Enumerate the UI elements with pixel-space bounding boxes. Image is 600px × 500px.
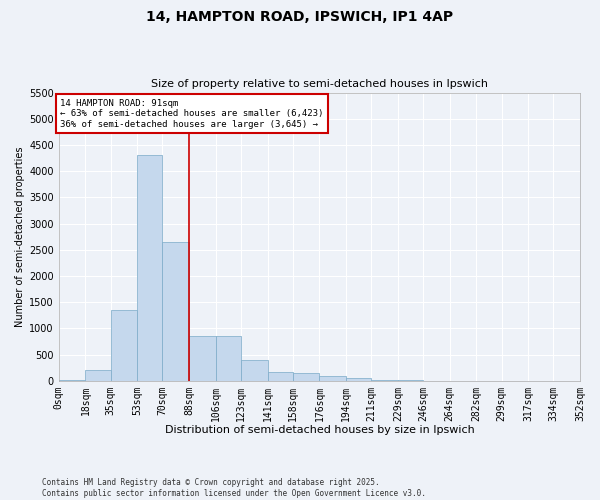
Bar: [319, 376, 346, 380]
Bar: [110, 310, 137, 380]
Text: Contains HM Land Registry data © Crown copyright and database right 2025.
Contai: Contains HM Land Registry data © Crown c…: [42, 478, 426, 498]
Text: 14 HAMPTON ROAD: 91sqm
← 63% of semi-detached houses are smaller (6,423)
36% of : 14 HAMPTON ROAD: 91sqm ← 63% of semi-det…: [60, 99, 323, 128]
X-axis label: Distribution of semi-detached houses by size in Ipswich: Distribution of semi-detached houses by …: [164, 425, 474, 435]
Bar: [163, 242, 189, 380]
Text: 14, HAMPTON ROAD, IPSWICH, IP1 4AP: 14, HAMPTON ROAD, IPSWICH, IP1 4AP: [146, 10, 454, 24]
Title: Size of property relative to semi-detached houses in Ipswich: Size of property relative to semi-detach…: [151, 79, 488, 89]
Bar: [293, 373, 319, 380]
Bar: [216, 336, 241, 380]
Bar: [137, 156, 163, 380]
Bar: [268, 372, 293, 380]
Bar: [189, 336, 216, 380]
Y-axis label: Number of semi-detached properties: Number of semi-detached properties: [15, 146, 25, 327]
Bar: [85, 370, 110, 380]
Bar: [241, 360, 268, 380]
Bar: [346, 378, 371, 380]
